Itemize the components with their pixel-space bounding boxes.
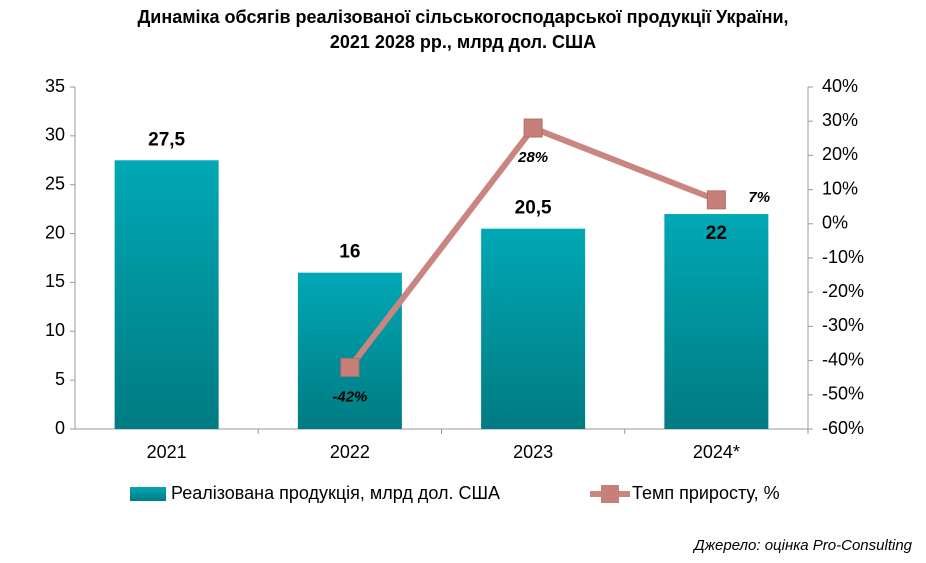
chart-title: Динаміка обсягів реалізованої сільського…	[137, 7, 788, 27]
y2-tick-label: -30%	[822, 315, 864, 335]
legend-swatch	[601, 485, 619, 503]
y2-tick-label: 30%	[822, 110, 858, 130]
bar	[664, 214, 769, 429]
y-tick-label: 5	[55, 369, 65, 389]
value-label: -42%	[332, 388, 367, 405]
y2-tick-label: -20%	[822, 281, 864, 301]
line-marker	[706, 190, 726, 210]
value-label: 7%	[748, 189, 770, 206]
bar	[481, 228, 586, 429]
x-tick-label: 2024*	[693, 442, 740, 462]
y2-tick-label: -40%	[822, 349, 864, 369]
value-label: 28%	[517, 149, 548, 166]
legend-label: Темп приросту, %	[632, 483, 780, 503]
legend-label: Реалізована продукція, млрд дол. США	[171, 483, 500, 503]
y2-tick-label: 10%	[822, 178, 858, 198]
x-tick-label: 2022	[330, 442, 370, 462]
legend-swatch	[130, 487, 166, 501]
bar	[114, 160, 219, 430]
line-marker	[340, 357, 360, 377]
chart-title: 2021 2028 рр., млрд дол. США	[330, 32, 596, 52]
value-label: 22	[706, 223, 727, 244]
y2-tick-label: -10%	[822, 247, 864, 267]
value-label: 27,5	[148, 129, 185, 150]
y-tick-label: 20	[45, 222, 65, 242]
y2-tick-label: -50%	[822, 384, 864, 404]
y2-tick-label: 40%	[822, 76, 858, 96]
value-label: 16	[339, 242, 360, 263]
y2-tick-label: 0%	[822, 213, 848, 233]
y-tick-label: 35	[45, 76, 65, 96]
source-note: Джерело: оцінка Pro-Consulting	[692, 537, 913, 554]
y2-tick-label: -60%	[822, 418, 864, 438]
y-tick-label: 10	[45, 320, 65, 340]
y-tick-label: 0	[55, 418, 65, 438]
y-tick-label: 25	[45, 173, 65, 193]
y-tick-label: 30	[45, 125, 65, 145]
y2-tick-label: 20%	[822, 144, 858, 164]
x-tick-label: 2023	[513, 442, 553, 462]
y-tick-label: 15	[45, 271, 65, 291]
value-label: 20,5	[515, 198, 552, 219]
x-tick-label: 2021	[147, 442, 187, 462]
line-marker	[523, 118, 543, 138]
bar	[297, 272, 402, 429]
